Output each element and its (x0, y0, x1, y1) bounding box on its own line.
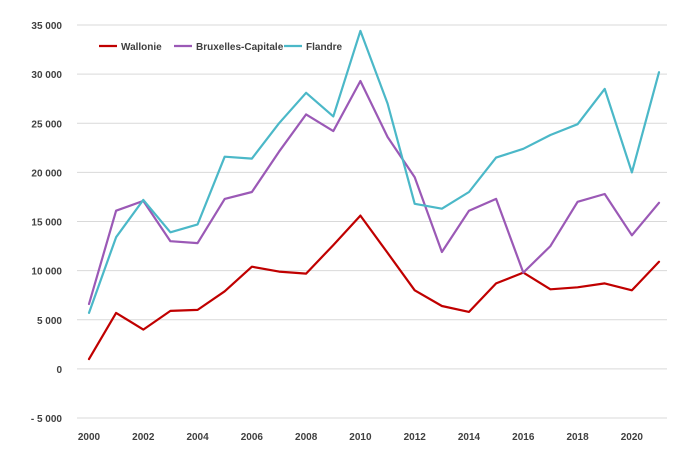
y-tick-label: 30 000 (31, 70, 62, 81)
y-tick-label: 15 000 (31, 218, 62, 229)
x-tick-label: 2020 (621, 432, 644, 443)
x-tick-label: 2002 (132, 432, 155, 443)
series-lines (87, 29, 661, 361)
x-axis-tick-labels: 2000 2002 2004 2006 2008 2010 2012 2014 2016 2018… (78, 432, 644, 443)
y-tick-label: 25 000 (31, 119, 62, 130)
y-tick-label: 5 000 (37, 316, 62, 327)
y-tick-label: 10 000 (31, 267, 62, 278)
x-tick-label: 2008 (295, 432, 318, 443)
x-tick-label: 2000 (78, 432, 101, 443)
legend-label: Flandre (306, 42, 343, 53)
x-tick-label: 2012 (404, 432, 427, 443)
x-tick-label: 2014 (458, 432, 481, 443)
legend: Wallonie Bruxelles-Capitale Flandre (99, 42, 343, 53)
legend-label: Wallonie (121, 42, 162, 53)
y-tick-label: 20 000 (31, 168, 62, 179)
series-line-flandre (87, 29, 661, 314)
x-tick-label: 2018 (566, 432, 589, 443)
x-tick-label: 2016 (512, 432, 535, 443)
y-tick-label: - 5 000 (31, 414, 63, 425)
y-axis-tick-labels: - 5 000 0 5 000 10 000 15 000 20 000 25 000 30 … (31, 21, 63, 425)
x-tick-label: 2010 (349, 432, 372, 443)
y-tick-label: 0 (56, 365, 62, 376)
x-tick-label: 2006 (241, 432, 264, 443)
legend-label: Bruxelles-Capitale (196, 42, 284, 53)
x-tick-label: 2004 (186, 432, 209, 443)
series-line-bruxelles-capitale (87, 79, 661, 306)
gridlines (77, 24, 667, 419)
y-tick-label: 35 000 (31, 21, 62, 32)
series-line-wallonie (87, 214, 661, 361)
